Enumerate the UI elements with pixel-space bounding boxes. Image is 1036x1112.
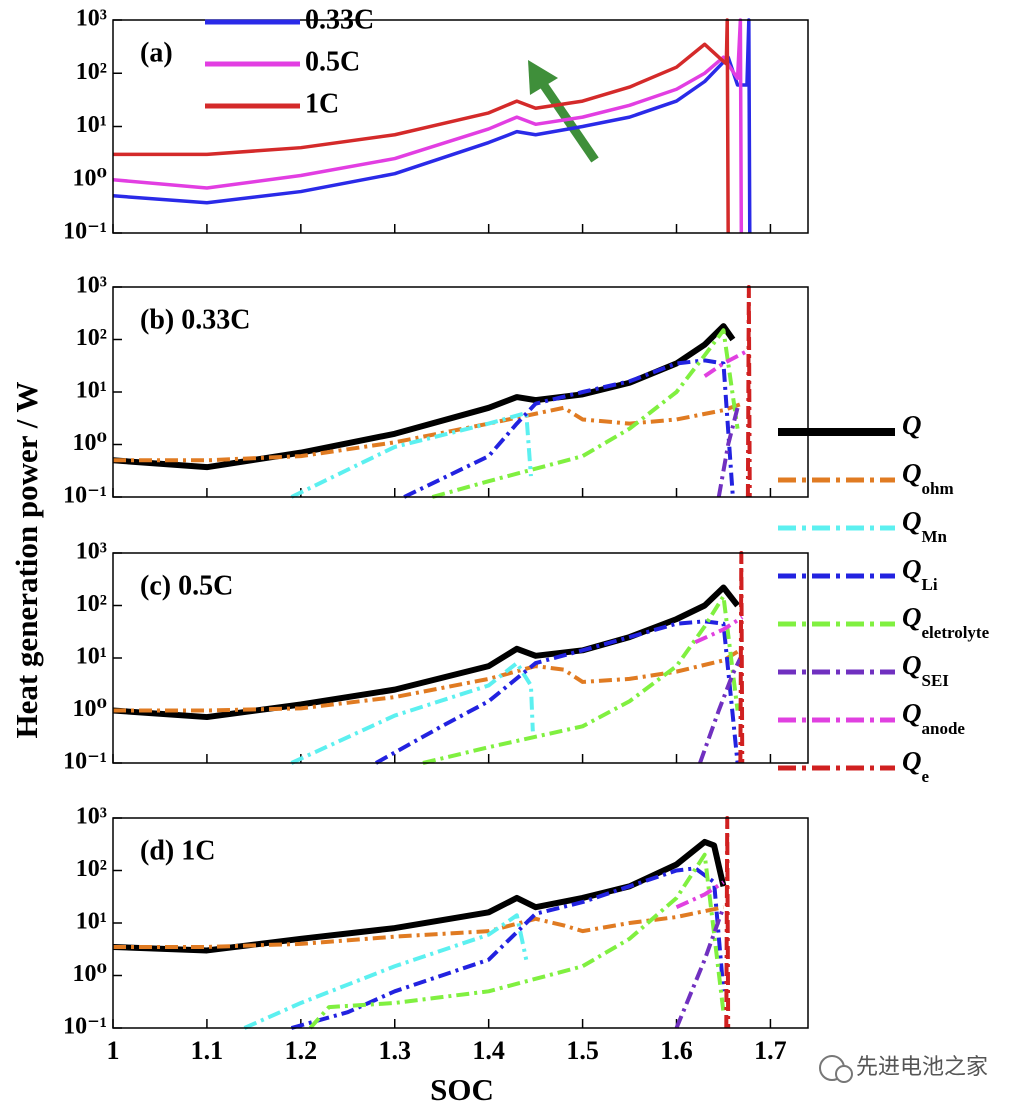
y-tick-label: 10² (76, 325, 107, 351)
y-tick-label: 10³ (76, 804, 107, 830)
x-tick-label: 1.5 (566, 1036, 599, 1065)
series-line (724, 816, 731, 1029)
series-line (113, 584, 740, 721)
panel-label: (d) 1C (140, 835, 215, 866)
series-line (113, 18, 730, 234)
annotation-arrow (528, 60, 599, 163)
series-line (113, 647, 744, 713)
panel-label: (c) 0.5C (140, 570, 233, 601)
y-tick-label: 10¹ (76, 644, 107, 670)
y-tick-label: 10² (76, 59, 107, 85)
legend-name: Q (902, 746, 922, 776)
legend-subscript: SEI (922, 671, 950, 690)
series-line (403, 358, 735, 499)
legend-name: Q (902, 458, 922, 488)
x-axis-label: SOC (430, 1072, 494, 1107)
legend-name: Q (902, 650, 922, 680)
x-tick-label: 1.4 (472, 1036, 505, 1065)
series-line (113, 18, 744, 234)
series-line (243, 913, 529, 1030)
series-line (290, 661, 535, 765)
y-tick-label: 10³ (76, 539, 107, 565)
y-tick-label: 10⁻¹ (63, 219, 107, 245)
legend-label: Qanode (902, 698, 965, 738)
y-tick-label: 10⁰ (72, 961, 107, 987)
legend-label: Qeletrolyte (902, 602, 990, 642)
series-line (290, 866, 726, 1030)
legend-subscript: e (922, 767, 930, 786)
series-line (675, 880, 725, 910)
series-line (290, 410, 533, 499)
legend-label: QMn (902, 506, 948, 546)
y-axis-label: Heat generation power / W (9, 381, 44, 738)
watermark-icon (819, 1055, 853, 1083)
plot-frame (112, 817, 809, 1029)
plot-frame (112, 286, 809, 498)
series-line (422, 594, 740, 765)
legend-subscript: anode (922, 719, 966, 738)
series-line (374, 619, 740, 765)
legend-label: 0.5C (305, 46, 360, 77)
plot-frame (112, 552, 809, 764)
legend-subscript: eletrolyte (922, 623, 990, 642)
y-tick-label: 10¹ (76, 909, 107, 935)
x-tick-label: 1.6 (660, 1036, 693, 1065)
series-line (113, 905, 724, 949)
series-line (745, 285, 752, 498)
plot-frame (112, 19, 809, 234)
y-tick-label: 10⁰ (72, 165, 107, 191)
y-tick-label: 10³ (76, 273, 107, 299)
x-tick-label: 1 (107, 1036, 120, 1065)
panel-label: (a) (140, 37, 173, 68)
y-tick-label: 10² (76, 591, 107, 617)
legend-subscript: ohm (922, 479, 954, 498)
series-line (703, 349, 748, 378)
legend-name: Q (902, 410, 922, 440)
series-line (113, 323, 736, 471)
legend-name: Q (902, 506, 922, 536)
legend-label: QSEI (902, 650, 949, 690)
y-tick-label: 10⁻¹ (63, 749, 107, 775)
series-line (716, 407, 740, 498)
y-tick-label: 10¹ (76, 378, 107, 404)
y-tick-label: 10² (76, 856, 107, 882)
y-tick-label: 10¹ (76, 112, 107, 138)
x-tick-label: 1.7 (754, 1036, 787, 1065)
legend-label: Q (902, 410, 922, 440)
legend-name: Q (902, 698, 922, 728)
series-line (308, 852, 726, 1030)
y-tick-label: 10⁰ (72, 430, 107, 456)
y-tick-label: 10³ (76, 6, 107, 32)
legend-name: Q (902, 602, 922, 632)
series-line (431, 328, 740, 499)
legend-name: Q (902, 554, 922, 584)
y-tick-label: 10⁻¹ (63, 483, 107, 509)
series-line (694, 615, 744, 645)
legend-label: QLi (902, 554, 938, 594)
y-tick-label: 10⁻¹ (63, 1014, 107, 1040)
y-tick-label: 10⁰ (72, 696, 107, 722)
x-tick-label: 1.1 (191, 1036, 224, 1065)
series-line (738, 551, 745, 764)
watermark: 先进电池之家 (856, 1055, 988, 1080)
legend-label: Qe (902, 746, 930, 786)
legend-subscript: Mn (922, 527, 948, 546)
legend-label: 0.33C (305, 4, 374, 35)
legend-subscript: Li (922, 575, 938, 594)
x-tick-label: 1.2 (285, 1036, 318, 1065)
legend-label: 1C (305, 88, 339, 119)
legend-label: Qohm (902, 458, 954, 498)
panel-label: (b) 0.33C (140, 304, 250, 335)
series-line (674, 906, 726, 1029)
series-line (698, 657, 743, 764)
x-tick-label: 1.3 (379, 1036, 412, 1065)
series-line (113, 401, 743, 463)
series-line (113, 838, 727, 954)
